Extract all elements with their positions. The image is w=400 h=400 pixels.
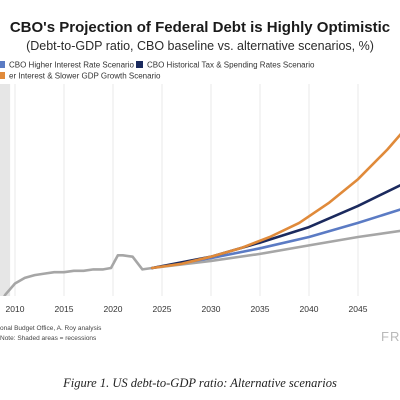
x-tick-label: 2010 — [6, 304, 25, 314]
chart-title: CBO's Projection of Federal Debt is High… — [10, 19, 390, 36]
recession-band — [0, 84, 11, 296]
legend-label: CBO Higher Interest Rate Scenario — [9, 61, 134, 70]
source-note: onal Budget Office, A. Roy analysis — [0, 325, 102, 332]
legend-swatch — [0, 72, 5, 79]
series-line — [150, 133, 400, 270]
legend-swatch — [136, 61, 143, 68]
x-tick-label: 2025 — [153, 304, 172, 314]
x-tick-label: 2015 — [55, 304, 74, 314]
figure-caption: Figure 1. US debt-to-GDP ratio: Alternat… — [62, 376, 337, 390]
x-tick-label: 2020 — [104, 304, 123, 314]
series-line — [150, 208, 400, 270]
legend-swatch — [0, 61, 5, 68]
x-tick-label: 2030 — [202, 304, 221, 314]
chart-legend: CBO Higher Interest Rate Scenario CBO His… — [0, 61, 315, 81]
x-tick-label: 2035 — [251, 304, 270, 314]
legend-label: er Interest & Slower GDP Growth Scenario — [9, 72, 161, 81]
plot-area: 2010201520202025203020352040204520 — [0, 84, 400, 314]
chart-subtitle: (Debt-to-GDP ratio, CBO baseline vs. alt… — [26, 39, 374, 53]
legend-label: CBO Historical Tax & Spending Rates Scen… — [147, 61, 315, 70]
watermark: FR — [381, 329, 400, 344]
x-tick-label: 2045 — [349, 304, 368, 314]
x-tick-label: 2040 — [300, 304, 319, 314]
recession-note: Note: Shaded areas = recessions — [0, 335, 97, 342]
series-line — [3, 229, 400, 296]
